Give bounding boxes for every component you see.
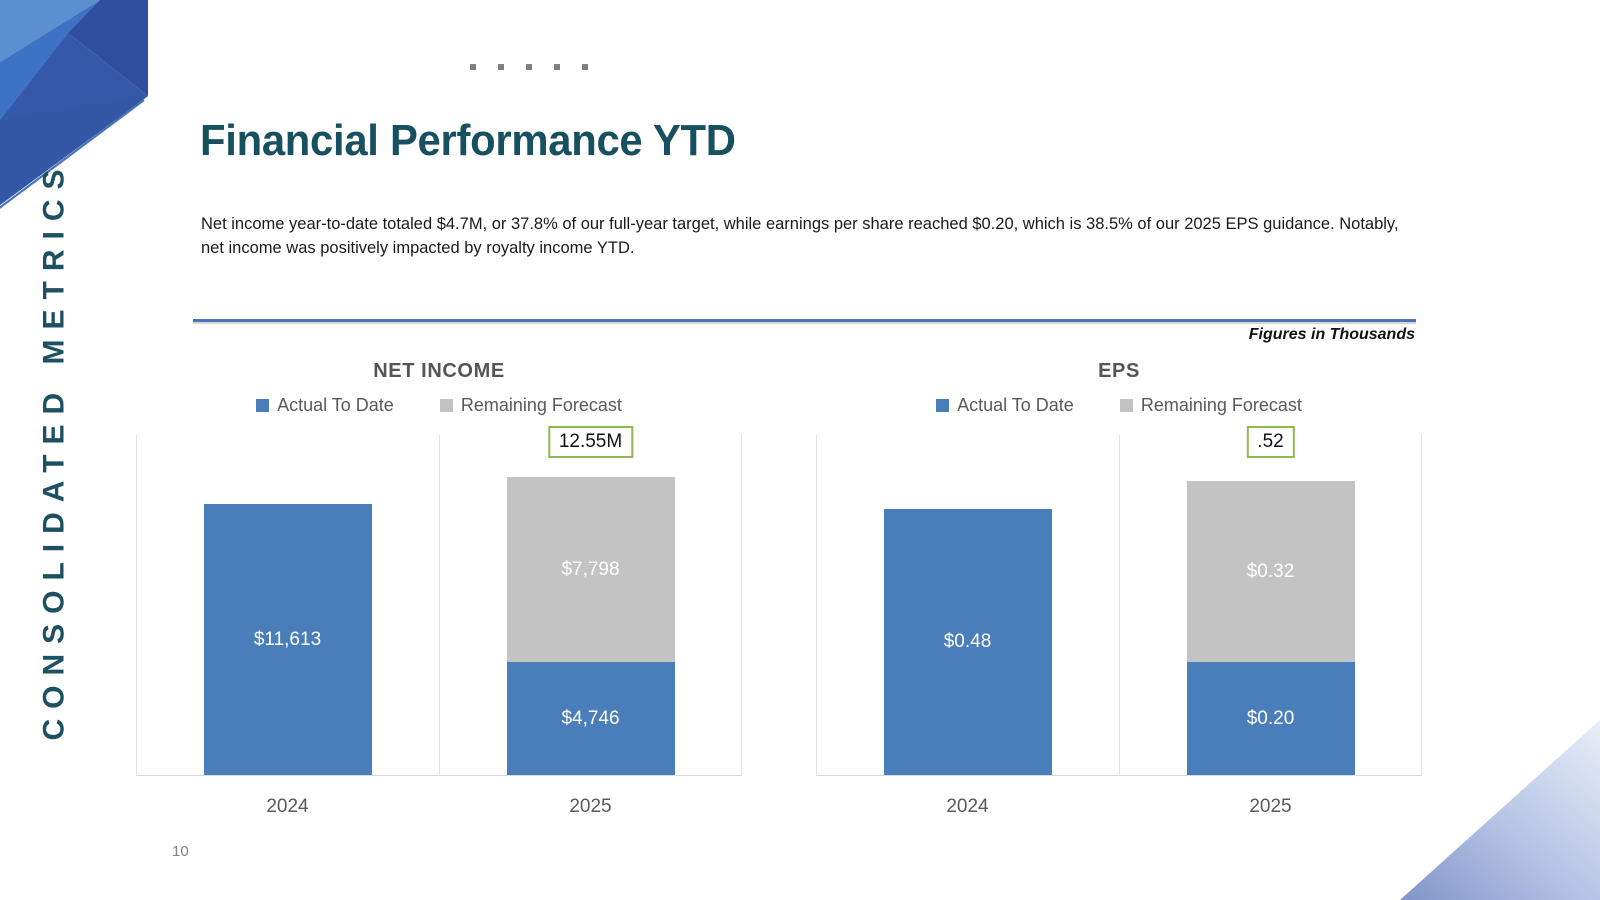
legend-item-forecast: Remaining Forecast bbox=[1119, 395, 1302, 416]
callout-total-2025: 12.55M bbox=[547, 426, 634, 458]
legend-item-actual: Actual To Date bbox=[936, 395, 1074, 416]
x-axis-labels-eps: 2024 2025 bbox=[816, 776, 1422, 836]
bar-stack-2025: $7,798 $4,746 bbox=[506, 477, 675, 775]
chart-title-eps: EPS bbox=[1098, 360, 1140, 382]
bar-column-2024: $11,613 bbox=[136, 434, 439, 775]
bar-label-actual-2025: $4,746 bbox=[561, 707, 620, 729]
bar-segment-actual-2024[interactable]: $0.48 bbox=[883, 509, 1052, 775]
bar-column-2025: $7,798 $4,746 12.55M bbox=[439, 426, 742, 775]
plot-area-eps: $0.48 $0.32 $0.20 .52 bbox=[816, 426, 1422, 776]
legend-label-actual: Actual To Date bbox=[957, 395, 1074, 415]
plot-edge-right bbox=[1421, 434, 1422, 775]
legend-label-forecast: Remaining Forecast bbox=[1140, 395, 1302, 415]
dot-icon bbox=[582, 64, 588, 70]
bar-label-forecast-2025: $7,798 bbox=[561, 558, 620, 580]
legend-item-forecast: Remaining Forecast bbox=[439, 395, 622, 416]
section-label-vertical: CONSOLIDATED METRICS bbox=[0, 0, 110, 900]
bar-segment-actual-2025[interactable]: $0.20 bbox=[1186, 662, 1355, 775]
plot-edge-right bbox=[741, 434, 742, 775]
legend-swatch-forecast-icon bbox=[439, 399, 453, 412]
legend-swatch-forecast-icon bbox=[1119, 399, 1133, 412]
bar-stack-2024: $0.48 bbox=[883, 509, 1052, 775]
page-title: Financial Performance YTD bbox=[200, 116, 736, 165]
horizontal-divider-shadow bbox=[193, 322, 1416, 324]
bar-segment-actual-2025[interactable]: $4,746 bbox=[506, 662, 675, 775]
chart-title-net-income: NET INCOME bbox=[373, 360, 505, 382]
plot-area-net-income: $11,613 $7,798 $4,746 12.55M bbox=[136, 426, 742, 776]
bar-label-forecast-2025: $0.32 bbox=[1246, 560, 1295, 582]
callout-total-2025: .52 bbox=[1246, 426, 1295, 458]
plot-edge-middle bbox=[439, 434, 440, 775]
bar-column-2025: $0.32 $0.20 .52 bbox=[1119, 426, 1422, 775]
bar-stack-2024: $11,613 bbox=[203, 504, 372, 775]
x-axis-labels-net-income: 2024 2025 bbox=[136, 776, 742, 836]
page-number: 10 bbox=[172, 843, 189, 860]
plot-edge-left bbox=[816, 434, 817, 775]
chart-eps: EPS Actual To Date Remaining Forecast $0… bbox=[816, 360, 1422, 830]
bar-label-actual-2024: $11,613 bbox=[253, 628, 322, 650]
x-axis-label-2024: 2024 bbox=[946, 796, 989, 817]
bar-segment-forecast-2025[interactable]: $7,798 bbox=[506, 477, 675, 662]
dot-decoration bbox=[470, 64, 588, 70]
legend-label-forecast: Remaining Forecast bbox=[460, 395, 622, 415]
legend-label-actual: Actual To Date bbox=[277, 395, 394, 415]
dot-icon bbox=[526, 64, 532, 70]
legend-swatch-actual-icon bbox=[936, 399, 950, 412]
section-label-text: CONSOLIDATED METRICS bbox=[38, 159, 72, 741]
figures-units-note: Figures in Thousands bbox=[1248, 326, 1415, 343]
dot-icon bbox=[498, 64, 504, 70]
bar-segment-forecast-2025[interactable]: $0.32 bbox=[1186, 481, 1355, 662]
dot-icon bbox=[470, 64, 476, 70]
bar-label-actual-2024: $0.48 bbox=[943, 631, 992, 652]
chart-legend-net-income: Actual To Date Remaining Forecast bbox=[136, 395, 742, 416]
body-paragraph: Net income year-to-date totaled $4.7M, o… bbox=[201, 215, 1399, 257]
chart-net-income: NET INCOME Actual To Date Remaining Fore… bbox=[136, 360, 742, 830]
x-axis-label-2024: 2024 bbox=[266, 796, 309, 817]
x-axis-label-2025: 2025 bbox=[569, 796, 612, 817]
bar-stack-2025: $0.32 $0.20 bbox=[1186, 481, 1355, 775]
legend-item-actual: Actual To Date bbox=[256, 395, 394, 416]
horizontal-divider bbox=[193, 319, 1416, 322]
x-axis-label-2025: 2025 bbox=[1249, 796, 1292, 817]
plot-edge-middle bbox=[1119, 434, 1120, 775]
chart-legend-eps: Actual To Date Remaining Forecast bbox=[816, 395, 1422, 416]
bar-column-2024: $0.48 bbox=[816, 434, 1119, 775]
dot-icon bbox=[554, 64, 560, 70]
bar-label-actual-2025: $0.20 bbox=[1246, 707, 1295, 729]
legend-swatch-actual-icon bbox=[256, 399, 270, 412]
bar-segment-actual-2024[interactable]: $11,613 bbox=[203, 504, 372, 775]
plot-edge-left bbox=[136, 434, 137, 775]
